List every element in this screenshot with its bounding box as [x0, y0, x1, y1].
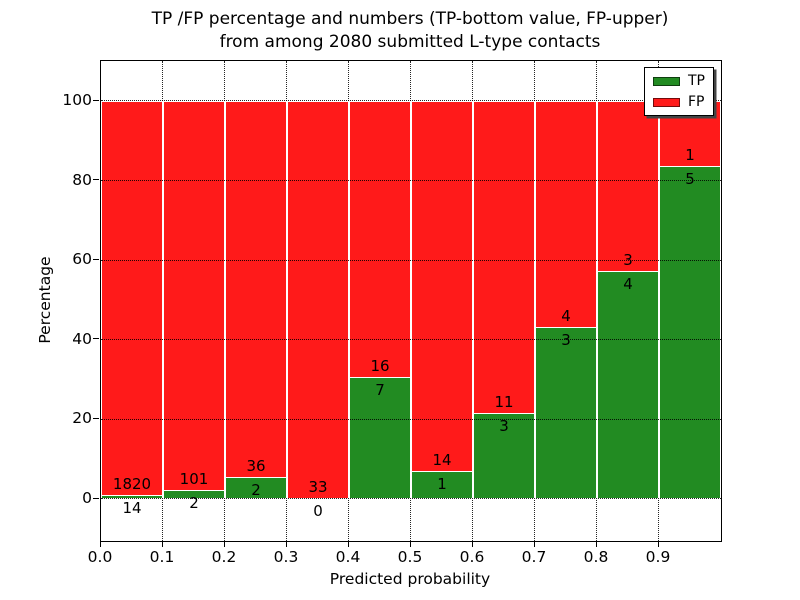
- x-tick-label: 0.6: [459, 548, 485, 566]
- horizontal-gridline: [101, 259, 721, 261]
- bar-segment-fp: [101, 101, 163, 496]
- x-tick-label: 0.0: [87, 548, 113, 566]
- x-tick-mark: [161, 541, 163, 547]
- tp-swatch-icon: [653, 76, 680, 86]
- y-tick-mark: [93, 417, 99, 420]
- fp-count-label: 16: [370, 356, 390, 375]
- y-tick-label: 60: [72, 250, 92, 269]
- bar-segment-fp: [163, 101, 225, 492]
- tp-count-label: 3: [561, 331, 571, 350]
- bar-segment-tp: [659, 167, 721, 499]
- y-tick-label: 80: [72, 170, 92, 189]
- bar-segment-tp: [411, 472, 473, 499]
- horizontal-gridline: [101, 180, 721, 181]
- y-tick-mark: [93, 338, 99, 340]
- horizontal-gridline: [101, 418, 721, 420]
- y-tick-mark: [93, 258, 99, 260]
- tp-count-label: 5: [685, 170, 695, 189]
- fp-count-label: 36: [246, 457, 266, 476]
- x-tick-mark: [99, 541, 101, 547]
- x-axis-label: Predicted probability: [329, 570, 491, 588]
- bar-segment-fp: [535, 101, 597, 329]
- tp-count-label: 14: [122, 498, 142, 517]
- bar-segment-tp: [597, 271, 659, 499]
- fp-count-label: 1: [685, 146, 695, 165]
- fp-count-label: 11: [494, 392, 514, 411]
- fp-count-label: 3: [623, 250, 633, 269]
- tp-count-label: 7: [375, 380, 385, 399]
- y-axis-label: Percentage: [36, 256, 54, 344]
- fp-count-label: 33: [308, 478, 328, 496]
- x-tick-mark: [471, 541, 473, 547]
- x-tick-label: 0.8: [583, 548, 609, 566]
- fp-count-label: 4: [561, 307, 571, 326]
- y-tick-label: 40: [72, 329, 92, 348]
- tp-count-label: 2: [251, 481, 261, 500]
- legend-item: TP: [653, 74, 705, 88]
- x-tick-mark: [223, 541, 225, 547]
- x-tick-mark: [347, 541, 349, 547]
- horizontal-gridline: [101, 339, 721, 341]
- x-tick-mark: [409, 541, 411, 547]
- y-tick-mark: [93, 179, 99, 181]
- fp-count-label: 1820: [112, 474, 152, 493]
- y-tick-mark: [93, 497, 99, 499]
- legend-item-label: TP: [688, 73, 705, 89]
- bar-segment-fp: [225, 101, 287, 479]
- x-tick-label: 0.4: [335, 548, 361, 566]
- x-tick-label: 0.5: [397, 548, 423, 566]
- y-tick-mark: [93, 99, 99, 101]
- bar-segment-fp: [349, 101, 411, 378]
- x-tick-mark: [657, 541, 659, 547]
- tp-count-label: 4: [623, 274, 633, 293]
- legend: TP FP: [644, 67, 714, 116]
- tp-count-label: 1: [437, 475, 447, 494]
- bar-segment-tp: [349, 377, 411, 499]
- legend-item-label: FP: [688, 94, 705, 110]
- chart-title-line2: from among 2080 submitted L-type contact…: [219, 32, 601, 52]
- horizontal-gridline: [101, 498, 721, 500]
- tp-count-label: 3: [499, 416, 509, 435]
- x-tick-label: 0.1: [149, 548, 175, 566]
- chart-title: TP /FP percentage and numbers (TP-bottom…: [60, 8, 760, 54]
- y-tick-label: 0: [82, 489, 92, 507]
- x-tick-label: 0.3: [273, 548, 299, 566]
- tp-count-label: 2: [189, 494, 199, 513]
- x-tick-mark: [285, 541, 287, 547]
- y-tick-label: 100: [62, 91, 92, 109]
- legend-item: FP: [653, 95, 705, 109]
- x-tick-label: 0.7: [521, 548, 547, 566]
- bar-segment-tp: [535, 328, 597, 499]
- bar-segment-fp: [411, 101, 473, 473]
- plot-area: 1820 14 101 2 36 2 33 0 16 7 14 1 11 3 4 3 3 4 1 5: [100, 60, 722, 542]
- bar-segment-fp: [287, 101, 349, 499]
- fp-count-label: 101: [179, 470, 209, 489]
- fp-swatch-icon: [653, 97, 680, 107]
- y-tick-label: 20: [72, 409, 92, 428]
- x-tick-label: 0.2: [211, 548, 237, 566]
- tp-count-label: 0: [313, 502, 323, 520]
- x-tick-mark: [595, 541, 597, 547]
- bar-segment-fp: [597, 101, 659, 272]
- horizontal-gridline: [101, 100, 721, 102]
- fp-count-label: 14: [432, 451, 452, 470]
- chart-title-line1: TP /FP percentage and numbers (TP-bottom…: [151, 9, 669, 29]
- x-tick-mark: [533, 541, 535, 547]
- bar-segment-tp: [473, 413, 535, 499]
- x-tick-label: 0.9: [645, 548, 671, 566]
- bar-segment-fp: [473, 101, 535, 414]
